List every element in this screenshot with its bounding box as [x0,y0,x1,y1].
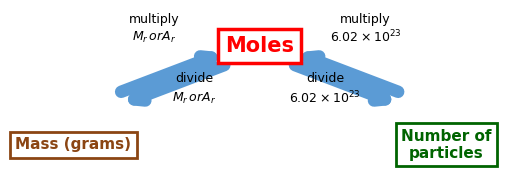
Text: multiply: multiply [340,13,391,26]
Text: divide: divide [306,72,344,85]
Text: Number of
particles: Number of particles [401,128,491,161]
Text: $6.02\times10^{23}$: $6.02\times10^{23}$ [330,29,401,46]
Text: $M_r\,orA_r$: $M_r\,orA_r$ [132,30,176,45]
Text: Mass (grams): Mass (grams) [15,137,131,152]
Text: divide: divide [175,72,213,85]
Text: $6.02\times10^{23}$: $6.02\times10^{23}$ [289,90,361,106]
Text: Moles: Moles [225,36,294,56]
Text: multiply: multiply [129,13,179,26]
Text: $M_r\,orA_r$: $M_r\,orA_r$ [172,91,216,106]
